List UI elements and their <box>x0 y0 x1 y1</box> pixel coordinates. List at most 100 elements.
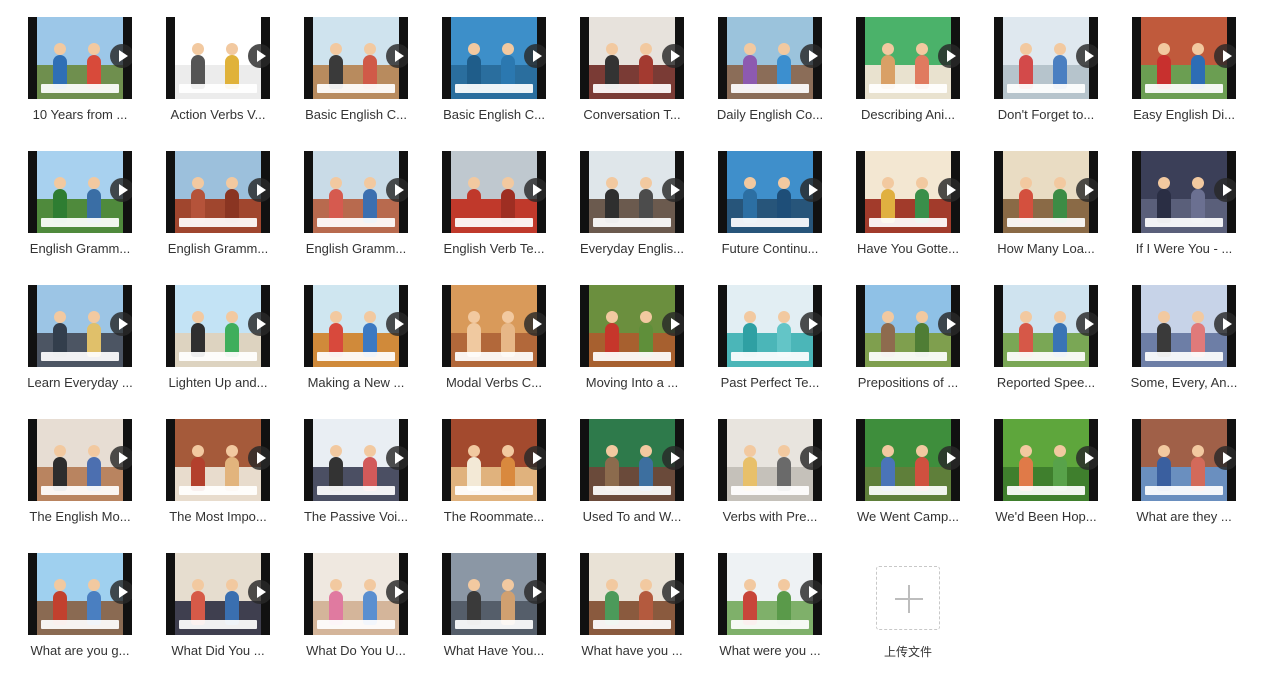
video-thumbnail[interactable] <box>580 151 684 233</box>
play-icon[interactable] <box>110 580 132 605</box>
video-thumbnail[interactable] <box>994 17 1098 99</box>
video-file-item[interactable]: Modal Verbs C... <box>442 285 580 407</box>
video-thumbnail[interactable] <box>442 151 546 233</box>
video-thumbnail[interactable] <box>166 553 270 635</box>
video-file-item[interactable]: Describing Ani... <box>856 17 994 139</box>
play-icon[interactable] <box>110 178 132 203</box>
play-icon[interactable] <box>662 44 684 69</box>
video-file-item[interactable]: We'd Been Hop... <box>994 419 1132 541</box>
video-file-item[interactable]: 10 Years from ... <box>28 17 166 139</box>
play-icon[interactable] <box>386 446 408 471</box>
play-icon[interactable] <box>248 580 270 605</box>
video-thumbnail[interactable] <box>718 419 822 501</box>
play-icon[interactable] <box>662 580 684 605</box>
play-icon[interactable] <box>1214 446 1236 471</box>
video-thumbnail[interactable] <box>1132 17 1236 99</box>
play-icon[interactable] <box>524 446 546 471</box>
play-icon[interactable] <box>386 44 408 69</box>
video-file-item[interactable]: Prepositions of ... <box>856 285 994 407</box>
play-icon[interactable] <box>800 446 822 471</box>
play-icon[interactable] <box>110 312 132 337</box>
video-thumbnail[interactable] <box>28 17 132 99</box>
play-icon[interactable] <box>248 312 270 337</box>
video-thumbnail[interactable] <box>718 151 822 233</box>
play-icon[interactable] <box>110 446 132 471</box>
video-thumbnail[interactable] <box>718 17 822 99</box>
video-file-item[interactable]: We Went Camp... <box>856 419 994 541</box>
video-file-item[interactable]: What Do You U... <box>304 553 442 675</box>
video-file-item[interactable]: Daily English Co... <box>717 17 856 139</box>
video-thumbnail[interactable] <box>580 419 684 501</box>
video-thumbnail[interactable] <box>718 285 822 367</box>
video-thumbnail[interactable] <box>304 151 408 233</box>
video-file-item[interactable]: The English Mo... <box>28 419 166 541</box>
video-file-item[interactable]: Basic English C... <box>304 17 442 139</box>
video-file-item[interactable]: Some, Every, An... <box>1131 285 1270 407</box>
play-icon[interactable] <box>800 312 822 337</box>
video-file-item[interactable]: English Gramm... <box>304 151 442 273</box>
play-icon[interactable] <box>662 446 684 471</box>
play-icon[interactable] <box>386 178 408 203</box>
video-file-item[interactable]: Action Verbs V... <box>166 17 304 139</box>
video-thumbnail[interactable] <box>166 419 270 501</box>
video-file-item[interactable]: Lighten Up and... <box>166 285 304 407</box>
video-file-item[interactable]: The Roommate... <box>442 419 580 541</box>
video-file-item[interactable]: Used To and W... <box>580 419 718 541</box>
video-file-item[interactable]: If I Were You - ... <box>1132 151 1270 273</box>
play-icon[interactable] <box>938 44 960 69</box>
video-file-item[interactable]: Have You Gotte... <box>856 151 994 273</box>
upload-file-button[interactable] <box>876 566 940 630</box>
video-file-item[interactable]: Learn Everyday ... <box>27 285 166 407</box>
play-icon[interactable] <box>524 178 546 203</box>
play-icon[interactable] <box>662 312 684 337</box>
video-thumbnail[interactable] <box>856 285 960 367</box>
play-icon[interactable] <box>248 178 270 203</box>
video-file-item[interactable]: What were you ... <box>718 553 856 675</box>
video-thumbnail[interactable] <box>1132 419 1236 501</box>
video-thumbnail[interactable] <box>166 17 270 99</box>
play-icon[interactable] <box>524 44 546 69</box>
video-file-item[interactable]: The Passive Voi... <box>304 419 442 541</box>
video-file-item[interactable]: What Did You ... <box>166 553 304 675</box>
video-file-item[interactable]: What are you g... <box>28 553 166 675</box>
video-file-item[interactable]: Verbs with Pre... <box>718 419 856 541</box>
play-icon[interactable] <box>1076 178 1098 203</box>
video-thumbnail[interactable] <box>994 419 1098 501</box>
play-icon[interactable] <box>1214 312 1236 337</box>
video-file-item[interactable]: English Gramm... <box>166 151 304 273</box>
video-thumbnail[interactable] <box>28 151 132 233</box>
video-thumbnail[interactable] <box>994 285 1098 367</box>
video-thumbnail[interactable] <box>28 285 132 367</box>
play-icon[interactable] <box>524 580 546 605</box>
video-thumbnail[interactable] <box>580 17 684 99</box>
video-thumbnail[interactable] <box>994 151 1098 233</box>
video-thumbnail[interactable] <box>442 17 546 99</box>
play-icon[interactable] <box>1214 178 1236 203</box>
video-file-item[interactable]: What have you ... <box>580 553 718 675</box>
video-thumbnail[interactable] <box>442 553 546 635</box>
video-file-item[interactable]: Future Continu... <box>718 151 856 273</box>
video-thumbnail[interactable] <box>166 151 270 233</box>
video-thumbnail[interactable] <box>856 17 960 99</box>
video-thumbnail[interactable] <box>1132 151 1236 233</box>
video-file-item[interactable]: What Have You... <box>442 553 580 675</box>
video-file-item[interactable]: Easy English Di... <box>1132 17 1270 139</box>
play-icon[interactable] <box>1076 44 1098 69</box>
video-thumbnail[interactable] <box>856 151 960 233</box>
video-file-item[interactable]: What are they ... <box>1132 419 1270 541</box>
play-icon[interactable] <box>1076 312 1098 337</box>
video-file-item[interactable]: The Most Impo... <box>166 419 304 541</box>
play-icon[interactable] <box>386 312 408 337</box>
play-icon[interactable] <box>938 178 960 203</box>
video-file-item[interactable]: How Many Loa... <box>994 151 1132 273</box>
play-icon[interactable] <box>938 312 960 337</box>
video-thumbnail[interactable] <box>442 419 546 501</box>
play-icon[interactable] <box>1214 44 1236 69</box>
play-icon[interactable] <box>800 178 822 203</box>
play-icon[interactable] <box>800 580 822 605</box>
play-icon[interactable] <box>662 178 684 203</box>
video-thumbnail[interactable] <box>856 419 960 501</box>
video-thumbnail[interactable] <box>442 285 546 367</box>
video-thumbnail[interactable] <box>718 553 822 635</box>
video-thumbnail[interactable] <box>304 419 408 501</box>
